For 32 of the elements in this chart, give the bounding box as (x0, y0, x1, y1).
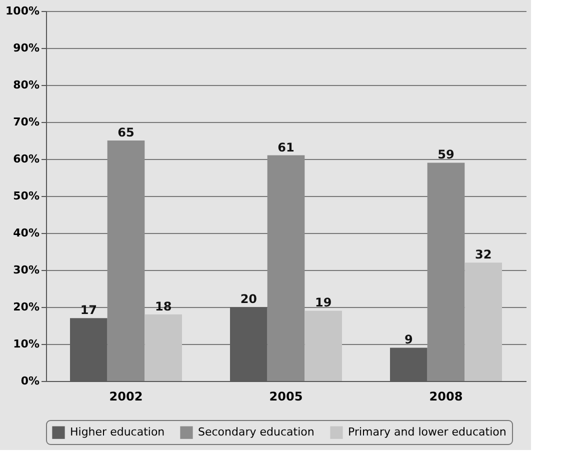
y-tick-label: 40% (13, 226, 40, 240)
y-tick-label: 80% (13, 78, 40, 92)
y-tick-label: 50% (13, 190, 40, 202)
data-label: 18 (154, 299, 172, 314)
legend-label: Secondary education (198, 426, 314, 439)
data-label: 59 (438, 148, 454, 162)
y-tick-label: 30% (13, 264, 40, 276)
bar (304, 310, 342, 381)
y-tick-label: 10% (13, 338, 40, 350)
bar (427, 162, 465, 381)
y-tick-label: 100% (6, 4, 40, 18)
data-label: 20 (240, 292, 258, 306)
y-tick-label: 60% (13, 152, 40, 166)
x-tick-label: 2008 (429, 390, 463, 404)
legend-label: Primary and lower education (348, 426, 506, 439)
bar (144, 314, 182, 381)
y-tick-label: 70% (13, 116, 40, 128)
y-tick-label: 20% (13, 300, 40, 314)
data-label: 32 (474, 248, 492, 262)
data-label: 9 (404, 332, 413, 347)
bar (267, 155, 305, 381)
x-tick-label: 2002 (109, 390, 143, 404)
x-tick-label: 2005 (269, 390, 303, 404)
data-label: 19 (314, 296, 332, 310)
y-tick-label: 0% (20, 374, 40, 388)
data-label: 65 (118, 126, 134, 140)
data-label: 17 (80, 303, 98, 318)
data-label: 61 (278, 140, 294, 154)
legend-label: Higher education (70, 426, 165, 439)
y-tick-label: 90% (13, 42, 40, 54)
bar (464, 262, 502, 381)
bar (107, 140, 145, 381)
